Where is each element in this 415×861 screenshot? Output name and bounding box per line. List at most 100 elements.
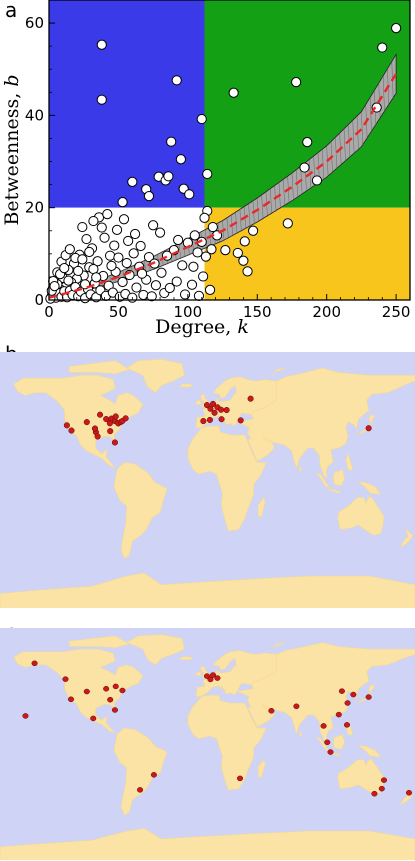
band-hatch [369, 97, 372, 134]
data-point-103 [146, 291, 157, 302]
data-point-6 [377, 42, 388, 53]
y-tick-label: 0 [34, 291, 44, 309]
data-point-50 [111, 224, 123, 235]
location-marker-7 [119, 687, 126, 694]
data-point-3 [196, 113, 207, 125]
x-tick-label: 250 [382, 303, 411, 321]
data-point-38 [192, 247, 203, 258]
data-point-16 [143, 191, 155, 202]
data-point-99 [131, 282, 142, 293]
location-marker-23 [218, 416, 225, 423]
data-point-28 [238, 255, 249, 266]
data-point-53 [99, 232, 110, 243]
location-marker-4 [91, 425, 99, 432]
location-marker-15 [122, 415, 129, 422]
band-hatch [352, 120, 355, 155]
location-marker-0 [31, 660, 38, 667]
location-marker-8 [107, 696, 114, 703]
location-marker-18 [268, 708, 275, 714]
data-point-32 [207, 221, 218, 233]
data-point-10 [299, 162, 310, 173]
location-marker-8 [107, 428, 114, 435]
data-point-54 [96, 222, 107, 233]
landmass-12 [332, 469, 346, 487]
data-point-143 [188, 261, 199, 272]
data-point-134 [91, 272, 102, 283]
landmass-6 [179, 656, 192, 660]
location-marker-11 [106, 420, 113, 427]
band-hatch [361, 111, 364, 147]
data-point-112 [198, 271, 209, 282]
location-marker-22 [218, 406, 225, 413]
band-hatch [335, 137, 338, 170]
location-marker-1 [22, 713, 29, 719]
location-marker-21 [209, 400, 217, 407]
landmass-17 [399, 528, 414, 548]
band-hatch [283, 179, 286, 207]
data-point-36 [200, 251, 211, 262]
data-point-11 [311, 175, 323, 186]
location-marker-6 [97, 411, 104, 418]
world-map-c [0, 628, 415, 860]
band-hatch [343, 128, 346, 163]
landmass-18 [299, 465, 303, 472]
data-point-44 [148, 220, 159, 231]
landmass-14 [345, 452, 354, 471]
x-axis-label: Degree, k [155, 316, 249, 338]
x-tick-label: 200 [312, 303, 341, 321]
data-point-127 [63, 275, 74, 286]
location-marker-17 [112, 413, 119, 420]
data-point-119 [77, 221, 88, 233]
landmass-21 [0, 828, 415, 860]
data-point-51 [109, 240, 120, 251]
landmass-12 [332, 734, 346, 750]
data-point-135 [106, 260, 117, 271]
location-marker-12 [137, 787, 144, 793]
data-point-101 [138, 289, 149, 301]
location-marker-27 [237, 417, 244, 424]
data-point-7 [391, 23, 402, 34]
landmass-2 [113, 462, 168, 559]
axes-layer: 0 50 100 150 200 250 0 20 40 60 [25, 0, 411, 321]
data-point-26 [239, 236, 250, 247]
data-point-2 [171, 75, 182, 86]
landmass-3 [195, 650, 278, 697]
data-point-104 [150, 280, 162, 291]
landmass-15 [357, 481, 382, 495]
data-point-105 [156, 267, 167, 278]
location-marker-22 [350, 691, 357, 698]
data-point-121 [102, 209, 113, 220]
x-tick-label: 150 [243, 303, 272, 321]
data-point-13 [175, 154, 187, 165]
panel-label-a: a [5, 0, 18, 22]
data-point-29 [242, 266, 253, 277]
location-marker-19 [335, 711, 342, 718]
location-marker-20 [344, 700, 351, 706]
location-marker-16 [111, 439, 118, 446]
data-point-41 [177, 260, 188, 271]
landmass-15 [357, 744, 382, 758]
landmass-2 [113, 727, 168, 816]
data-point-9 [302, 137, 313, 148]
location-marker-6 [103, 686, 110, 692]
data-point-46 [135, 240, 146, 252]
fit-line [48, 73, 398, 299]
data-point-136 [113, 252, 124, 263]
data-point-110 [186, 279, 198, 290]
location-marker-30 [371, 790, 378, 797]
data-point-27 [232, 247, 243, 259]
data-point-43 [154, 227, 166, 238]
world-map-b [0, 352, 415, 608]
data-point-25 [248, 225, 259, 236]
y-tick-label: 40 [25, 106, 44, 124]
location-marker-3 [94, 433, 101, 440]
location-marker-10 [111, 707, 118, 713]
band-hatch [382, 75, 385, 114]
data-point-48 [123, 235, 134, 247]
location-marker-5 [83, 419, 90, 426]
data-point-39 [189, 230, 200, 241]
location-marker-24 [200, 418, 207, 425]
location-marker-0 [63, 422, 70, 429]
data-point-14 [127, 176, 138, 187]
data-point-142 [173, 234, 184, 246]
